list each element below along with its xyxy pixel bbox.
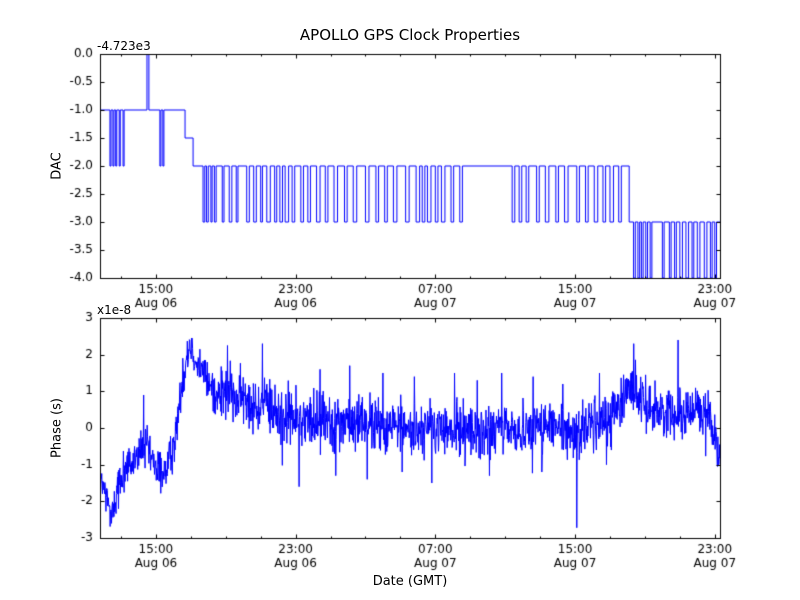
dac-axis-label: DAC <box>49 152 65 180</box>
x-axis-label: Date (GMT) <box>372 574 448 589</box>
phase-axis-offset-label: x1e-8 <box>97 303 132 317</box>
dac-axis-offset-label: -4.723e3 <box>97 39 151 53</box>
phase-axis-label: Phase (s) <box>49 398 65 458</box>
chart-title: APOLLO GPS Clock Properties <box>299 26 521 44</box>
